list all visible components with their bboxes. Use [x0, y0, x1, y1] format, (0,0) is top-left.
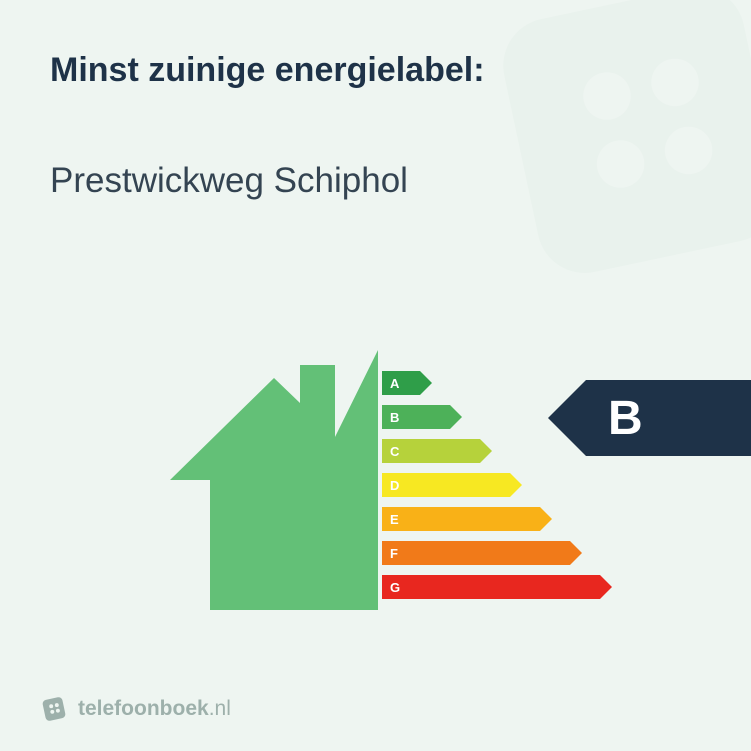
house-icon	[170, 350, 380, 610]
bar-shape	[382, 473, 510, 497]
energy-bar-d: D	[382, 468, 600, 502]
watermark-logo-icon	[471, 0, 751, 300]
bar-shape	[382, 541, 570, 565]
bar-label: D	[390, 478, 399, 493]
bar-shape	[382, 371, 420, 395]
energy-bar-g: G	[382, 570, 600, 604]
footer-brand-tld: .nl	[209, 697, 231, 720]
badge-letter: B	[586, 380, 751, 456]
footer-logo-icon	[40, 695, 68, 723]
footer-brand-bold: telefoonboek	[78, 697, 209, 720]
footer-text: telefoonboek.nl	[78, 697, 231, 721]
energy-diagram: A B C D E F G	[0, 330, 751, 630]
result-badge: B	[548, 380, 751, 456]
bar-label: F	[390, 546, 398, 561]
bar-shape	[382, 575, 600, 599]
badge-arrow-icon	[548, 380, 586, 456]
bar-label: G	[390, 580, 400, 595]
energy-bar-e: E	[382, 502, 600, 536]
bar-label: E	[390, 512, 399, 527]
footer-brand: telefoonboek.nl	[40, 695, 231, 723]
card-title: Minst zuinige energielabel:	[50, 50, 701, 91]
bar-label: C	[390, 444, 399, 459]
bar-label: A	[390, 376, 399, 391]
energy-label-card: Minst zuinige energielabel: Prestwickweg…	[0, 0, 751, 751]
card-subtitle: Prestwickweg Schiphol	[50, 161, 701, 201]
bar-shape	[382, 507, 540, 531]
bar-label: B	[390, 410, 399, 425]
energy-bar-f: F	[382, 536, 600, 570]
